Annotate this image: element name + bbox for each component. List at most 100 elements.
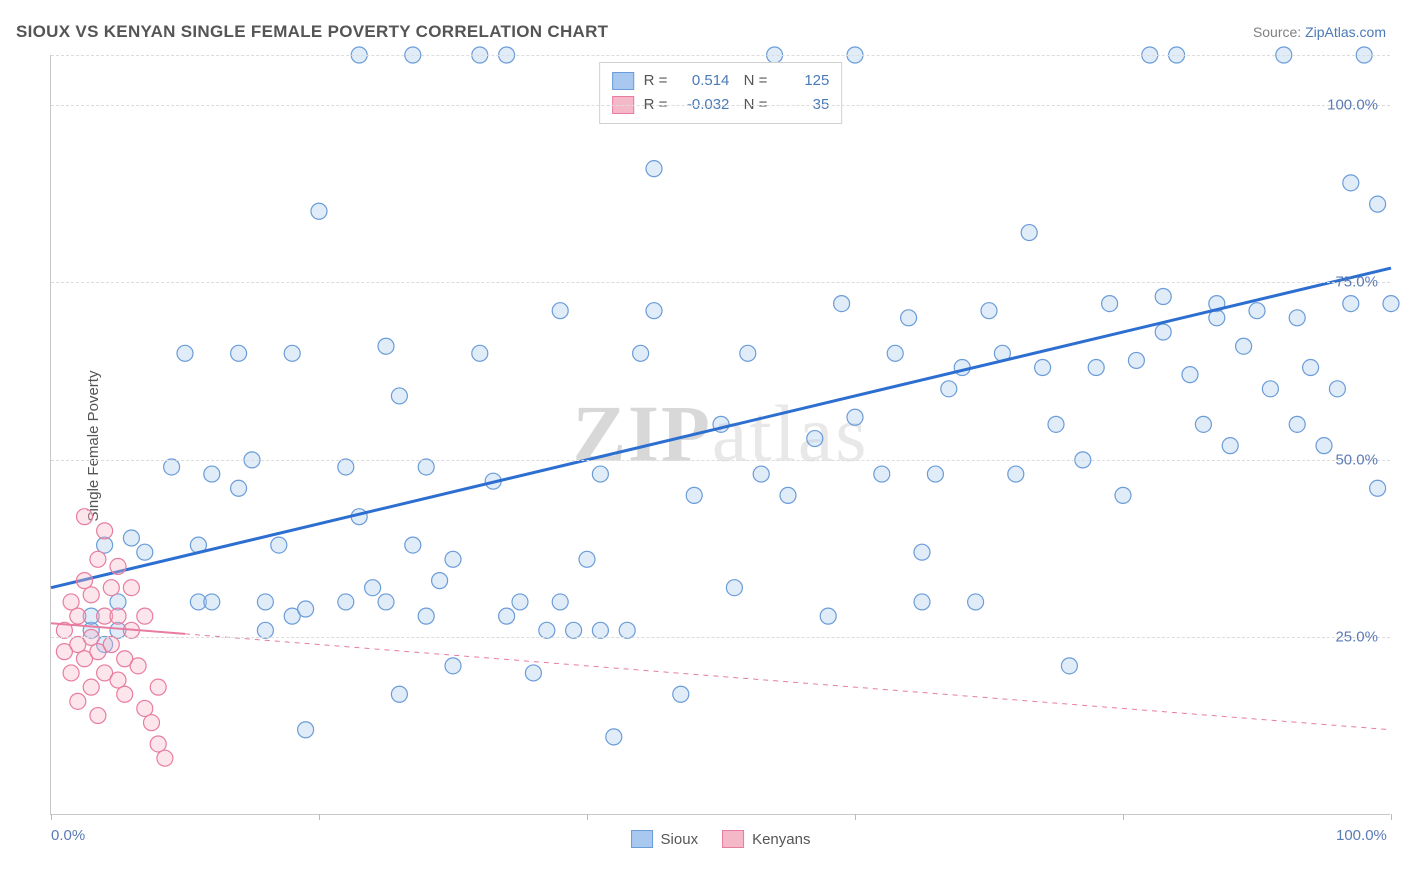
data-point [927,466,943,482]
stat-label: N = [739,69,767,93]
data-point [1343,296,1359,312]
data-point [646,303,662,319]
data-point [90,708,106,724]
data-point [1329,381,1345,397]
data-point [257,622,273,638]
data-point [83,587,99,603]
data-point [418,459,434,475]
data-point [378,594,394,610]
data-point [1182,367,1198,383]
data-point [539,622,555,638]
data-point [592,622,608,638]
data-point [271,537,287,553]
data-point [1262,381,1278,397]
stats-legend: R = 0.514 N = 125 R = -0.032 N = 35 [599,62,843,124]
data-point [512,594,528,610]
source-attribution: Source: ZipAtlas.com [1253,24,1386,40]
gridline [51,105,1390,106]
data-point [1383,296,1399,312]
data-point [338,459,354,475]
x-tick-mark [587,814,588,820]
trend-line [51,268,1391,588]
chart-svg [51,55,1390,814]
data-point [820,608,836,624]
data-point [1061,658,1077,674]
x-tick-mark [51,814,52,820]
data-point [338,594,354,610]
data-point [619,622,635,638]
data-point [117,686,133,702]
data-point [1343,175,1359,191]
legend-swatch [631,830,653,848]
data-point [726,580,742,596]
x-tick-mark [855,814,856,820]
data-point [633,345,649,361]
data-point [63,665,79,681]
data-point [1195,416,1211,432]
data-point [103,637,119,653]
data-point [887,345,903,361]
x-tick-mark [1123,814,1124,820]
data-point [204,466,220,482]
legend-swatch [612,72,634,90]
data-point [981,303,997,319]
data-point [103,580,119,596]
data-point [110,672,126,688]
source-link[interactable]: ZipAtlas.com [1305,24,1386,40]
data-point [566,622,582,638]
data-point [968,594,984,610]
data-point [499,608,515,624]
gridline [51,282,1390,283]
data-point [144,715,160,731]
data-point [753,466,769,482]
data-point [834,296,850,312]
data-point [83,679,99,695]
data-point [673,686,689,702]
gridline [51,460,1390,461]
data-point [780,487,796,503]
data-point [391,686,407,702]
data-point [1021,225,1037,241]
data-point [874,466,890,482]
data-point [552,594,568,610]
data-point [1222,438,1238,454]
data-point [77,509,93,525]
data-point [130,658,146,674]
data-point [901,310,917,326]
plot-area: ZIPatlas R = 0.514 N = 125 R = -0.032 N … [50,55,1390,815]
data-point [204,594,220,610]
x-tick-label: 0.0% [51,827,85,844]
data-point [606,729,622,745]
data-point [378,338,394,354]
legend-item: Kenyans [722,830,810,848]
data-point [164,459,180,475]
data-point [552,303,568,319]
data-point [123,530,139,546]
data-point [405,537,421,553]
x-tick-label: 100.0% [1336,827,1387,844]
legend-swatch [722,830,744,848]
data-point [914,544,930,560]
data-point [231,480,247,496]
data-point [1155,288,1171,304]
data-point [914,594,930,610]
gridline [51,637,1390,638]
data-point [257,594,273,610]
legend-label: Sioux [661,831,699,848]
data-point [525,665,541,681]
data-point [1155,324,1171,340]
data-point [1048,416,1064,432]
data-point [150,736,166,752]
x-tick-mark [1391,814,1392,820]
data-point [110,558,126,574]
data-point [123,580,139,596]
data-point [472,345,488,361]
data-point [90,551,106,567]
data-point [70,693,86,709]
stat-label: R = [644,69,668,93]
x-tick-mark [319,814,320,820]
data-point [365,580,381,596]
n-value: 125 [777,69,829,93]
data-point [592,466,608,482]
data-point [740,345,756,361]
